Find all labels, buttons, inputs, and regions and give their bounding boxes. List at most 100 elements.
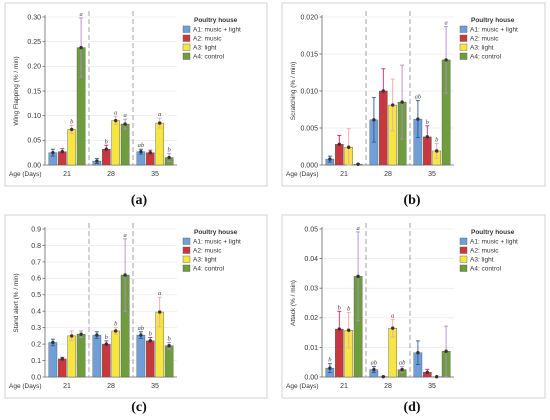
y-tick-label: 0.01: [304, 345, 318, 352]
legend-swatch: [182, 264, 191, 272]
y-tick-label: 0.6: [31, 276, 41, 283]
bar: [136, 334, 146, 378]
bar: [92, 334, 102, 378]
mean-dot: [356, 274, 360, 279]
mean-dot: [444, 349, 448, 353]
mean-dot: [425, 370, 429, 374]
y-tick-label: 0.0: [31, 374, 41, 381]
panels: 0.00 0.05 0.10 0.15 0.20 0.25 0.30 Wing Flappin…: [4, 2, 546, 415]
y-tick-label: 0.20: [27, 64, 41, 71]
mean-dot: [337, 142, 341, 146]
panel-caption: (c): [131, 400, 147, 415]
mean-dot: [400, 367, 404, 372]
y-tick-label: 0.00: [27, 162, 41, 169]
significance-label: ab: [371, 360, 378, 367]
mean-dot: [416, 351, 420, 355]
mean-dot: [60, 149, 64, 154]
x-tick-label: 35: [151, 383, 159, 390]
significance-label: b: [435, 137, 439, 144]
y-tick-label: 0.8: [31, 243, 41, 250]
legend-entry: A1: music + light: [193, 239, 241, 246]
legend-swatch: [182, 34, 191, 42]
mean-dot: [381, 375, 385, 379]
mean-dot: [114, 329, 118, 333]
y-tick-label: 0.05: [27, 138, 41, 145]
y-tick-label: 0.05: [304, 226, 318, 233]
legend-swatch: [182, 255, 191, 263]
y-axis-title: Stand alert (% / min): [13, 273, 20, 332]
x-axis-title: Age (Days): [9, 171, 42, 178]
legend-entry: A3: light: [470, 45, 494, 52]
y-tick-label: 0.04: [304, 256, 318, 263]
legend-entry: A1: music + light: [193, 27, 241, 34]
legend-entry: A4: control: [470, 54, 502, 61]
y-tick-label: 0.000: [300, 162, 318, 169]
y-tick-label: 0.30: [27, 14, 41, 21]
legend-swatch: [459, 246, 468, 254]
y-tick-label: 0.02: [304, 315, 318, 322]
mean-dot: [95, 159, 99, 163]
panel-frame: [281, 214, 546, 399]
mean-dot: [51, 150, 55, 155]
y-tick-label: 0.5: [31, 292, 41, 299]
legend-title: Poultry house: [194, 17, 238, 24]
legend-entry: A4: control: [193, 54, 225, 61]
legend-title: Poultry house: [194, 229, 238, 236]
significance-label: b: [338, 304, 342, 311]
mean-dot: [400, 100, 404, 104]
mean-dot: [328, 157, 332, 161]
panel-caption: (a): [131, 193, 148, 208]
legend-entry: A1: music + light: [470, 239, 518, 246]
significance-label: a: [444, 20, 447, 27]
y-axis-title: Wing Flapping (% / min): [13, 56, 20, 125]
mean-dot: [123, 273, 127, 277]
significance-label: b: [167, 147, 171, 154]
significance-label: b: [167, 335, 171, 342]
legend-entry: A3: light: [470, 257, 494, 264]
significance-label: b: [426, 119, 430, 126]
legend-swatch: [459, 264, 468, 272]
bar: [120, 123, 130, 166]
panel-caption: (b): [403, 193, 420, 208]
mean-dot: [356, 162, 360, 166]
legend-entry: A2: music: [193, 248, 222, 255]
y-axis-title: Attack (% / min): [290, 280, 297, 326]
significance-label: a: [391, 312, 394, 319]
mean-dot: [104, 342, 109, 346]
mean-dot: [391, 326, 395, 330]
x-tick-label: 28: [107, 171, 115, 178]
mean-dot: [51, 340, 55, 345]
x-tick-label: 21: [63, 383, 71, 390]
mean-dot: [372, 367, 376, 372]
mean-dot: [158, 121, 162, 125]
legend-swatch: [459, 34, 468, 42]
y-tick-label: 0.25: [27, 39, 41, 46]
x-tick-label: 35: [428, 171, 436, 178]
y-tick-label: 0.2: [31, 342, 41, 349]
legend-swatch: [182, 237, 191, 245]
chart-panel-a: 0.00 0.05 0.10 0.15 0.20 0.25 0.30 Wing Flappin…: [4, 2, 268, 187]
mean-dot: [416, 117, 420, 121]
x-axis-title: Age (Days): [286, 171, 319, 178]
legend-title: Poultry house: [471, 229, 515, 236]
mean-dot: [95, 333, 99, 337]
legend-swatch: [182, 25, 191, 33]
y-axis-title: Scratching (% / min): [290, 62, 297, 121]
y-tick-label: 0.03: [304, 286, 318, 293]
mean-dot: [435, 149, 439, 153]
y-tick-label: 0.00: [304, 374, 318, 381]
bar: [48, 342, 58, 378]
legend-swatch: [182, 52, 191, 60]
legend-entry: A2: music: [470, 36, 499, 43]
legend-entry: A1: music + light: [470, 27, 518, 34]
significance-label: a: [158, 290, 161, 297]
mean-dot: [435, 375, 439, 379]
y-tick-label: 0.7: [31, 259, 41, 266]
y-tick-label: 0.1: [31, 358, 41, 365]
y-tick-label: 0.10: [27, 113, 41, 120]
x-tick-label: 28: [384, 171, 392, 178]
y-tick-label: 0.9: [31, 226, 41, 233]
significance-label: a: [123, 112, 126, 119]
chart-panel-b: 0.000 0.005 0.010 0.015 0.020 Scratching (% /…: [281, 2, 546, 187]
legend-entry: A2: music: [470, 248, 499, 255]
